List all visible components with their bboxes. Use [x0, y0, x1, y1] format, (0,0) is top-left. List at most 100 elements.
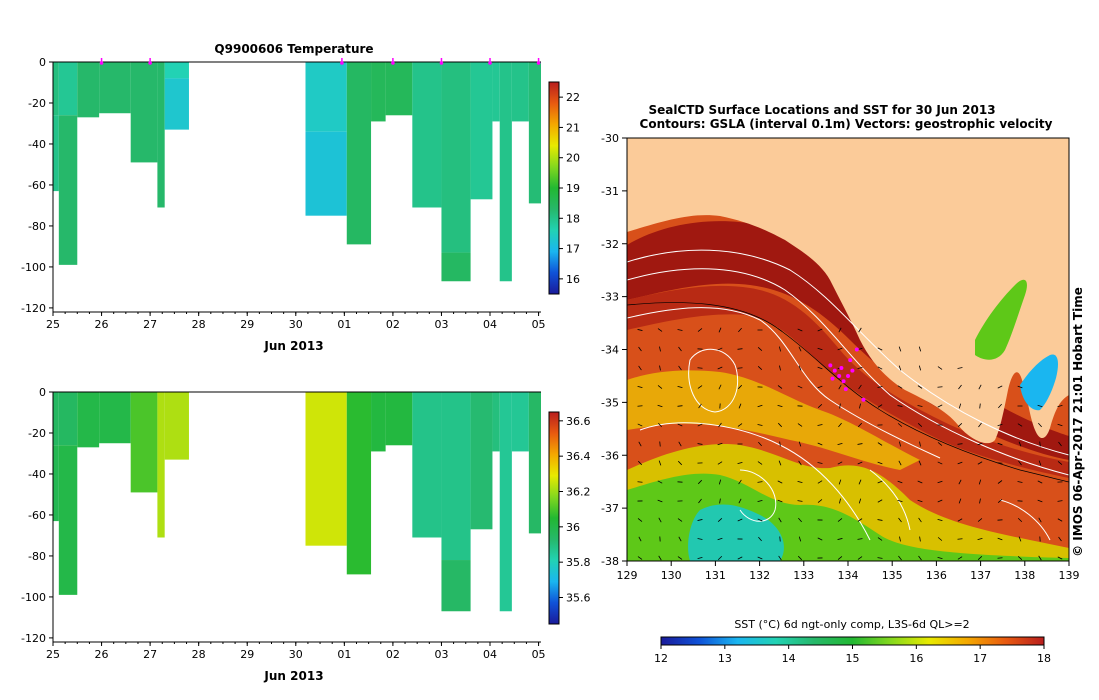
velocity-vector	[839, 498, 841, 504]
velocity-vector	[897, 480, 903, 484]
velocity-vector	[779, 536, 781, 542]
velocity-vector	[897, 500, 903, 502]
colorbar-tick-label: 35.8	[566, 556, 591, 569]
velocity-vector	[677, 405, 683, 407]
y-tick-label: -40	[28, 138, 46, 151]
velocity-vector	[678, 365, 682, 371]
velocity-vector	[658, 422, 662, 428]
profile-bar	[77, 392, 100, 448]
velocity-vector	[877, 347, 883, 351]
map-title: SealCTD Surface Locations and SST for 30…	[648, 103, 995, 117]
velocity-vector	[1057, 423, 1063, 427]
profile-bar	[385, 62, 413, 116]
map-x-tick-label: 134	[838, 569, 859, 582]
velocity-vector	[817, 347, 823, 351]
velocity-vector	[657, 480, 663, 484]
profile-bar	[371, 62, 386, 122]
velocity-vector	[839, 403, 841, 409]
velocity-vector	[1038, 555, 1042, 561]
x-tick-label: 01	[337, 648, 351, 661]
velocity-vector	[898, 346, 902, 352]
velocity-vector	[838, 479, 842, 485]
profile-bar	[385, 392, 413, 446]
velocity-vector	[899, 441, 901, 447]
y-tick-label: -120	[21, 632, 46, 645]
profile-bar	[130, 62, 158, 163]
profile-bar	[346, 62, 372, 245]
velocity-vector	[637, 385, 643, 389]
velocity-vector	[998, 403, 1002, 409]
velocity-vector	[817, 537, 823, 541]
spencer-gulf	[975, 279, 1027, 360]
velocity-vector	[837, 461, 843, 465]
profile-bar	[58, 445, 78, 595]
velocity-vector	[637, 329, 643, 331]
colorbar-tick-label: 35.6	[566, 592, 591, 605]
salinity-x-axis-label: Jun 2013	[263, 669, 323, 683]
velocity-vector	[958, 384, 962, 390]
velocity-vector	[757, 424, 763, 426]
velocity-vector	[858, 327, 862, 333]
velocity-vector	[937, 386, 943, 388]
map-x-tick-label: 131	[705, 569, 726, 582]
velocity-vector	[1057, 405, 1063, 407]
x-tick-label: 03	[434, 648, 448, 661]
velocity-vector	[958, 479, 962, 485]
surface-markers	[99, 58, 541, 65]
velocity-vector	[697, 538, 703, 540]
velocity-vector	[937, 518, 943, 522]
velocity-vector	[677, 423, 683, 427]
x-tick-label: 05	[532, 648, 546, 661]
velocity-vector	[1017, 481, 1023, 483]
shelf-break-line	[627, 302, 1069, 483]
profile-bar	[58, 62, 78, 116]
velocity-vector	[898, 460, 902, 466]
velocity-vector	[659, 346, 661, 352]
velocity-vector	[779, 346, 781, 352]
gsla-contour	[627, 249, 1069, 456]
x-tick-label: 26	[95, 648, 109, 661]
velocity-vector	[977, 461, 983, 465]
velocity-vector	[659, 441, 661, 447]
velocity-vector	[997, 480, 1003, 484]
velocity-vector	[657, 499, 663, 503]
geostrophic-velocity-vectors	[637, 327, 1063, 561]
y-tick-label: -100	[21, 261, 46, 274]
velocity-vector	[677, 385, 683, 389]
velocity-vector	[1058, 536, 1062, 542]
velocity-vector	[697, 423, 703, 427]
x-tick-label: 03	[434, 318, 448, 331]
velocity-vector	[817, 328, 823, 332]
seal-surface-locations	[828, 347, 866, 402]
velocity-vector	[917, 405, 923, 407]
velocity-vector	[638, 460, 642, 466]
velocity-vector	[698, 403, 702, 409]
velocity-vector	[837, 442, 843, 446]
profile-bar	[528, 392, 541, 534]
profile-bar	[441, 560, 471, 612]
seal-location	[830, 376, 835, 381]
velocity-vector	[977, 518, 983, 522]
map-y-tick-label: -35	[601, 396, 619, 409]
velocity-vector	[677, 329, 683, 331]
velocity-vector	[937, 442, 943, 446]
velocity-vector	[718, 422, 722, 428]
gsla-contour	[627, 307, 941, 459]
velocity-vector	[859, 403, 861, 409]
velocity-vector	[877, 519, 883, 521]
velocity-vector	[738, 327, 742, 333]
velocity-vector	[757, 404, 763, 408]
velocity-vector	[637, 423, 643, 427]
sst-colorbar-tick-label: 16	[909, 652, 923, 665]
velocity-vector	[918, 555, 922, 561]
map-x-tick-label: 132	[749, 569, 770, 582]
gsla-contour	[688, 348, 739, 413]
profile-bar	[371, 392, 386, 452]
velocity-vector	[918, 365, 922, 371]
velocity-vector	[1018, 460, 1022, 466]
velocity-vector	[978, 384, 982, 390]
map-y-tick-label: -32	[601, 238, 619, 251]
profile-bar	[441, 62, 471, 253]
surface-marker-dot	[148, 61, 152, 65]
map-x-tick-label: 133	[793, 569, 814, 582]
